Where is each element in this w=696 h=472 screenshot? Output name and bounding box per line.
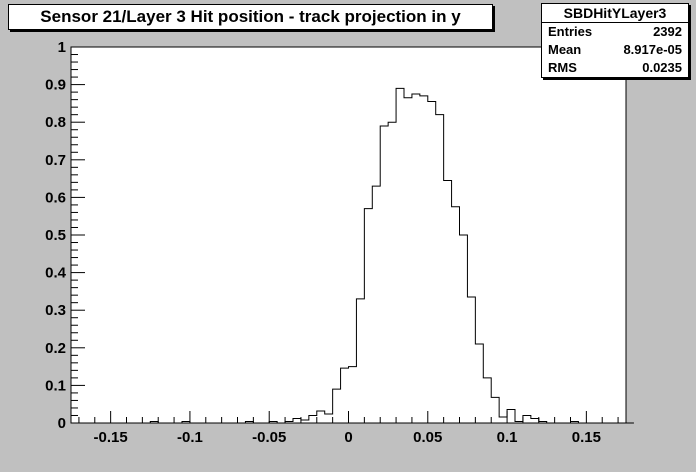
histogram-line xyxy=(71,87,634,424)
stats-box: SBDHitYLayer3 Entries 2392 Mean 8.917e-0… xyxy=(541,3,689,78)
stats-row-rms: RMS 0.0235 xyxy=(542,59,688,77)
stats-value: 0.0235 xyxy=(642,60,682,75)
x-tick-label: -0.1 xyxy=(177,429,203,446)
stats-row-mean: Mean 8.917e-05 xyxy=(542,41,688,59)
y-tick-label: 0.9 xyxy=(45,77,66,94)
plot-frame xyxy=(70,46,627,424)
x-tick-label: -0.05 xyxy=(252,429,286,446)
y-tick-label: 0.3 xyxy=(45,302,66,319)
tick-labels: -0.15 -0.1 -0.05 0 0.05 0.1 0.15 0 0.1 0.2 0.3 0.4 0… xyxy=(45,39,601,446)
stats-histogram-name: SBDHitYLayer3 xyxy=(542,4,688,23)
y-tick-label: 0.2 xyxy=(45,340,66,357)
stats-label: RMS xyxy=(548,60,577,75)
x-tick-label: 0.1 xyxy=(497,429,518,446)
stats-value: 2392 xyxy=(653,24,682,39)
x-tick-label: -0.15 xyxy=(94,429,128,446)
y-tick-label: 0.5 xyxy=(45,227,66,244)
x-tick-label: 0 xyxy=(344,429,352,446)
y-tick-label: 0.4 xyxy=(45,265,67,282)
y-tick-label: 0.1 xyxy=(45,377,66,394)
y-tick-label: 1 xyxy=(58,39,66,56)
chart-title: Sensor 21/Layer 3 Hit position - track p… xyxy=(8,4,493,30)
y-tick-label: 0.6 xyxy=(45,189,66,206)
x-tick-label: 0.05 xyxy=(413,429,442,446)
y-tick-label: 0 xyxy=(58,415,66,432)
stats-label: Entries xyxy=(548,24,593,39)
y-tick-label: 0.7 xyxy=(45,152,66,169)
stats-row-entries: Entries 2392 xyxy=(542,23,688,41)
stats-value: 8.917e-05 xyxy=(623,42,682,57)
y-tick-label: 0.8 xyxy=(45,114,66,131)
x-tick-label: 0.15 xyxy=(572,429,601,446)
stats-label: Mean xyxy=(548,42,582,57)
